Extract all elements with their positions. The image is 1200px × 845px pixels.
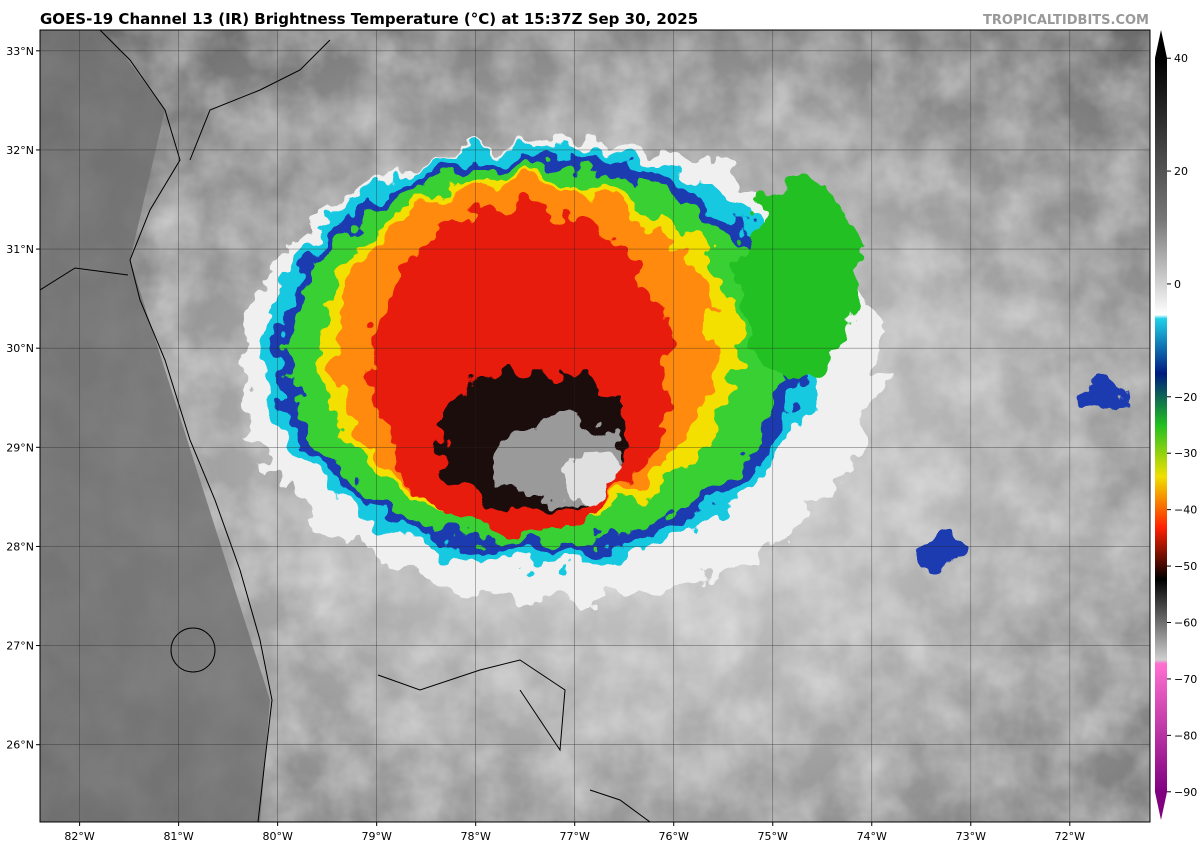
- colorbar-label: 40: [1174, 52, 1188, 65]
- lon-label: 76°W: [659, 830, 689, 843]
- colorbar-label: 0: [1174, 278, 1181, 291]
- imagery: [40, 30, 1150, 822]
- lon-label: 80°W: [262, 830, 292, 843]
- colorbar-label: −70: [1174, 673, 1197, 686]
- colorbar-arrow: [1155, 792, 1167, 820]
- lon-label: 74°W: [857, 830, 887, 843]
- watermark: TROPICALTIDBITS.COM: [983, 13, 1149, 28]
- lat-label: 27°N: [6, 640, 34, 653]
- colorbar-arrow: [1155, 30, 1167, 58]
- lat-label: 33°N: [6, 45, 34, 58]
- colorbar-label: −80: [1174, 729, 1197, 742]
- lon-label: 81°W: [163, 830, 193, 843]
- lon-label: 78°W: [460, 830, 490, 843]
- lon-label: 77°W: [560, 830, 590, 843]
- colorbar-label: −50: [1174, 560, 1197, 573]
- lat-label: 30°N: [6, 342, 34, 355]
- colorbar-label: −30: [1174, 447, 1197, 460]
- lon-label: 73°W: [956, 830, 986, 843]
- lon-label: 75°W: [758, 830, 788, 843]
- colorbar-label: −20: [1174, 391, 1197, 404]
- colorbar: [1155, 58, 1167, 792]
- lat-label: 28°N: [6, 540, 34, 553]
- colorbar-label: 20: [1174, 165, 1188, 178]
- title: GOES-19 Channel 13 (IR) Brightness Tempe…: [40, 10, 698, 28]
- lat-label: 31°N: [6, 243, 34, 256]
- colorbar-label: −40: [1174, 504, 1197, 517]
- map-frame: [39, 29, 1151, 823]
- lat-label: 29°N: [6, 441, 34, 454]
- lon-label: 72°W: [1055, 830, 1085, 843]
- lon-label: 82°W: [64, 830, 94, 843]
- lon-label: 79°W: [361, 830, 391, 843]
- lat-label: 32°N: [6, 144, 34, 157]
- colorbar-label: −90: [1174, 786, 1197, 799]
- lat-label: 26°N: [6, 739, 34, 752]
- colorbar-label: −60: [1174, 617, 1197, 630]
